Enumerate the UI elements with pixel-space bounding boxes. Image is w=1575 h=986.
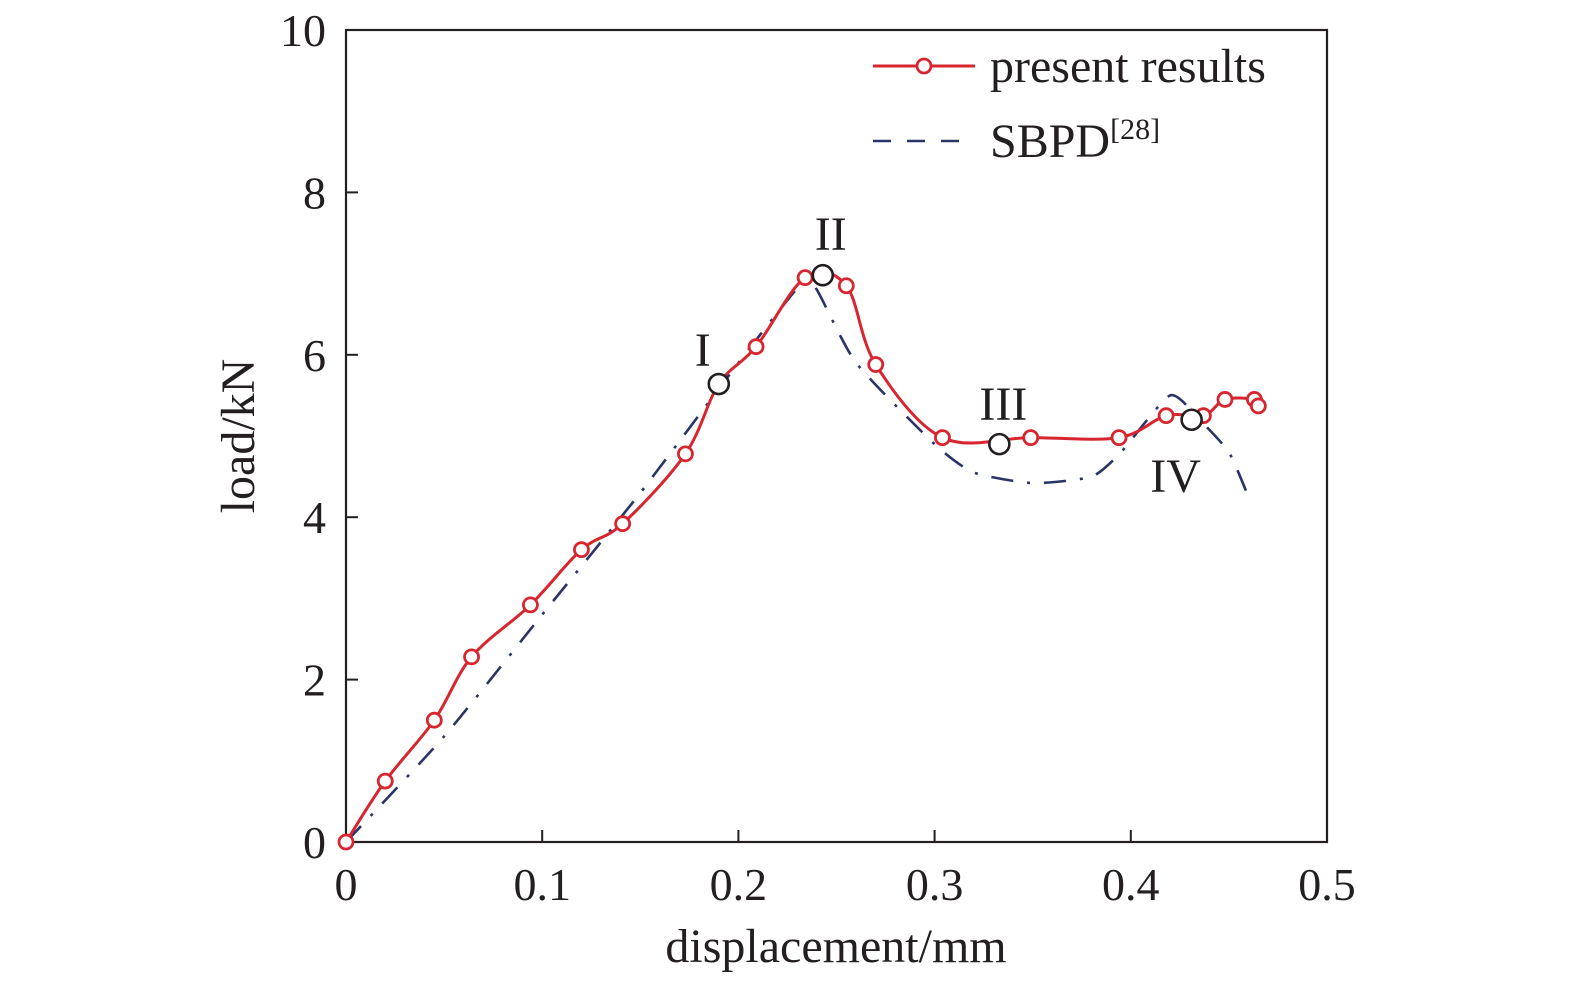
data-point-present (934, 429, 951, 447)
data-point-present (573, 541, 590, 559)
data-point-present (747, 338, 765, 356)
y-tick-label: 6 (303, 330, 326, 381)
y-tick-label: 2 (303, 655, 326, 706)
data-point-present (1022, 429, 1040, 447)
series-line-sbpd (345, 277, 1250, 843)
plot-frame (344, 28, 1329, 844)
data-point-present (796, 269, 814, 287)
data-point-present (425, 711, 443, 729)
legend-label-sbpd: SBPD[28] (990, 113, 1160, 168)
x-tick-label: 0.5 (1298, 859, 1356, 910)
axis-ticks: 0 0.1 0.2 0.3 0.4 0.5 0 2 4 6 8 10 (280, 5, 1356, 910)
x-axis-title: displacement/mm (665, 920, 1006, 973)
data-point-present (522, 596, 539, 614)
annotation-label: I (695, 324, 711, 377)
data-point-present (1249, 397, 1267, 415)
annotation-marker (1180, 408, 1203, 432)
data-point-present (614, 515, 632, 533)
legend: present results SBPD[28] (873, 40, 1266, 168)
annotation-marker (811, 263, 835, 287)
annotation-marker (707, 372, 731, 396)
x-tick-label: 0 (335, 859, 358, 910)
annotation-label: III (979, 378, 1027, 431)
y-tick-label: 10 (280, 5, 326, 56)
data-point-present (677, 445, 694, 463)
x-tick-label: 0.2 (710, 859, 768, 910)
legend-label-sbpd-ref: [28] (1110, 113, 1160, 146)
y-axis-title: load/kN (212, 359, 265, 514)
y-tick-label: 0 (303, 817, 326, 868)
series-layer (337, 269, 1267, 851)
data-point-present (1157, 407, 1175, 425)
data-point-present (1110, 429, 1128, 447)
data-point-present (867, 356, 885, 373)
annotation-marker (988, 432, 1011, 456)
legend-label-sbpd-main: SBPD (990, 115, 1110, 168)
x-tick-label: 0.1 (513, 859, 571, 910)
series-line-present (344, 270, 1260, 843)
data-point-present (463, 648, 480, 666)
annotation-label: II (815, 208, 847, 261)
legend-label-present: present results (990, 40, 1266, 93)
data-point-present (376, 772, 394, 790)
data-point-present (337, 833, 355, 851)
y-tick-label: 8 (303, 167, 326, 218)
x-tick-label: 0.4 (1102, 859, 1160, 910)
data-point-present (837, 277, 855, 295)
annotation-label: IV (1150, 450, 1201, 503)
y-tick-label: 4 (303, 492, 326, 543)
legend-marker-present (915, 57, 933, 75)
x-tick-label: 0.3 (906, 859, 964, 910)
data-point-present (1216, 391, 1234, 408)
